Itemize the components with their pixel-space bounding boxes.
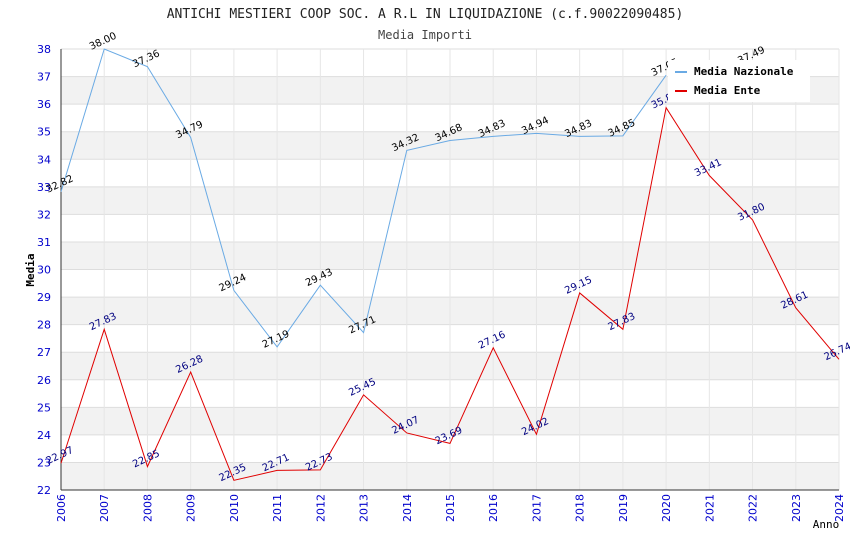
grid-lines	[60, 48, 840, 491]
x-tick-label-2009: 2009	[185, 494, 198, 522]
y-tick-label-34: 34	[37, 153, 51, 166]
x-tick-label-2012: 2012	[314, 494, 327, 522]
axes	[60, 49, 839, 491]
y-tick-label-35: 35	[37, 126, 51, 139]
x-tick-label-2007: 2007	[98, 494, 111, 522]
x-tick-label-2006: 2006	[55, 494, 68, 522]
x-tick-label-2013: 2013	[358, 494, 371, 522]
y-axis-label: Media	[24, 253, 37, 286]
series-line-media-nazionale	[60, 48, 667, 348]
x-axis-label: Anno	[813, 518, 840, 531]
y-tick-label-25: 25	[37, 401, 51, 414]
legend: Media Nazionale Media Ente	[668, 60, 810, 102]
x-tick-label-2016: 2016	[487, 494, 500, 522]
y-tick-label-38: 38	[37, 43, 51, 56]
y-tick-label-28: 28	[37, 319, 51, 332]
y-tick-label-33: 33	[37, 181, 51, 194]
x-tick-label-2014: 2014	[401, 494, 414, 522]
y-tick-label-22: 22	[37, 484, 51, 497]
y-tick-label-32: 32	[37, 208, 51, 221]
y-tick-label-23: 23	[37, 456, 51, 469]
x-tick-label-2023: 2023	[790, 494, 803, 522]
y-tick-label-27: 27	[37, 346, 51, 359]
x-tick-label-2017: 2017	[530, 494, 543, 522]
x-tick-label-2020: 2020	[660, 494, 673, 522]
y-tick-label-36: 36	[37, 98, 51, 111]
series-line-media-ente	[60, 106, 840, 481]
x-tick-label-2018: 2018	[574, 494, 587, 522]
x-tick-label-2024: 2024	[833, 494, 846, 522]
legend-label-media-ente: Media Ente	[694, 84, 761, 97]
y-tick-label-31: 31	[37, 236, 51, 249]
x-tick-label-2011: 2011	[271, 494, 284, 522]
y-tick-label-29: 29	[37, 291, 51, 304]
legend-label-media-nazionale: Media Nazionale	[694, 65, 794, 78]
y-tick-label-37: 37	[37, 71, 51, 84]
x-tick-label-2022: 2022	[747, 494, 760, 522]
chart-title: ANTICHI MESTIERI COOP SOC. A R.L IN LIQU…	[167, 7, 684, 22]
y-tick-label-30: 30	[37, 264, 51, 277]
x-tick-label-2015: 2015	[444, 494, 457, 522]
y-tick-labels: 22 23 24 25 26 27 28 29 30 31 32 33 34 35 36 37 38	[37, 43, 51, 497]
y-tick-label-26: 26	[37, 374, 51, 387]
y-tick-label-24: 24	[37, 429, 51, 442]
x-tick-label-2021: 2021	[703, 494, 716, 522]
x-tick-labels: 2006 2007 2008 2009 2010 2011 2012 2013 2014 2015…	[55, 494, 846, 522]
x-tick-label-2010: 2010	[228, 494, 241, 522]
series-lines	[60, 48, 840, 481]
legend-box	[668, 60, 810, 102]
x-tick-label-2008: 2008	[141, 494, 154, 522]
chart-subtitle: Media Importi	[378, 28, 472, 42]
x-tick-label-2019: 2019	[617, 494, 630, 522]
